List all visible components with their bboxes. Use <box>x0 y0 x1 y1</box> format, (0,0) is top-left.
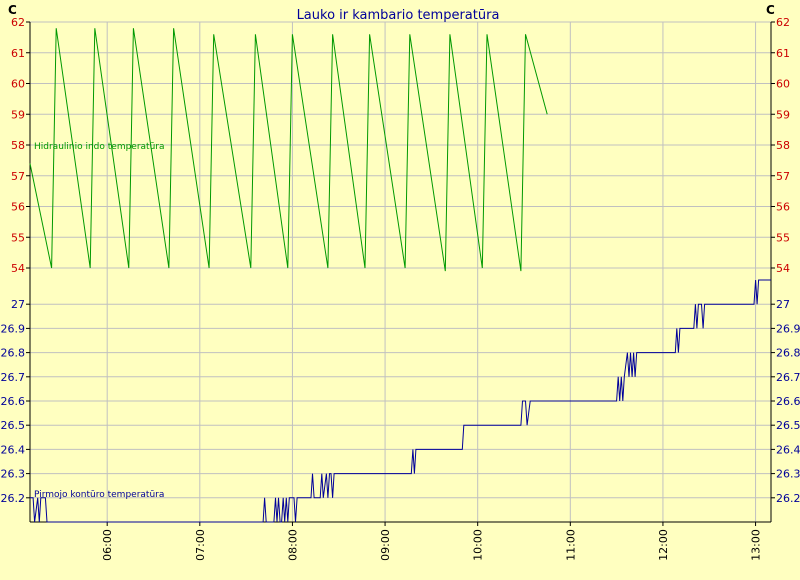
y-tick-label-left: 55 <box>11 231 25 244</box>
y-tick-label-right: 54 <box>776 262 790 275</box>
labels-layer: 06:00 07:00 08:00 09:00 10:00 11:00 12:00 13:00… <box>1 16 800 561</box>
x-tick-label: 07:00 <box>194 529 207 561</box>
upper-unit-right: C <box>766 3 775 17</box>
y-tick-label-right: 59 <box>776 108 790 121</box>
y-tick-label-right: 26.3 <box>776 468 800 481</box>
x-tick-label: 12:00 <box>657 529 670 561</box>
y-tick-label-left: 26.4 <box>1 443 26 456</box>
y-tick-label-right: 58 <box>776 139 790 152</box>
y-tick-label-right: 55 <box>776 231 790 244</box>
y-tick-label-left: 60 <box>11 78 25 91</box>
x-tick-label: 13:00 <box>750 529 763 561</box>
y-tick-label-right: 26.2 <box>776 492 800 505</box>
y-tick-label-left: 26.5 <box>1 419 26 432</box>
y-tick-label-left: 26.7 <box>1 371 26 384</box>
x-tick-label: 08:00 <box>286 529 299 561</box>
x-tick-label: 09:00 <box>379 529 392 561</box>
upper-series-label: Hidraulinio indo temperatūra <box>34 142 165 152</box>
y-tick-label-left: 26.8 <box>1 347 26 360</box>
y-tick-label-right: 26.6 <box>776 395 800 408</box>
x-tick-label: 11:00 <box>564 529 577 561</box>
x-tick-label: 06:00 <box>101 529 114 561</box>
y-tick-label-left: 54 <box>11 262 25 275</box>
y-tick-label-right: 61 <box>776 47 790 60</box>
y-tick-label-right: 26.7 <box>776 371 800 384</box>
y-tick-label-left: 59 <box>11 108 25 121</box>
lower-series-label: Pirmojo kontūro temperatūra <box>34 490 164 500</box>
y-tick-label-right: 27 <box>776 298 790 311</box>
y-tick-label-right: 56 <box>776 201 790 214</box>
y-tick-label-left: 58 <box>11 139 25 152</box>
y-tick-label-right: 60 <box>776 78 790 91</box>
y-tick-label-right: 26.4 <box>776 443 800 456</box>
y-tick-label-left: 26.9 <box>1 322 26 335</box>
y-tick-label-right: 62 <box>776 16 790 29</box>
upper-series-line <box>29 28 548 272</box>
y-tick-label-right: 57 <box>776 170 790 183</box>
series-layer <box>29 28 771 523</box>
y-tick-label-left: 56 <box>11 201 25 214</box>
y-tick-label-left: 57 <box>11 170 25 183</box>
y-tick-label-left: 62 <box>11 16 25 29</box>
y-tick-label-right: 26.8 <box>776 347 800 360</box>
y-tick-label-left: 61 <box>11 47 25 60</box>
y-tick-label-left: 26.6 <box>1 395 26 408</box>
y-tick-label-right: 26.5 <box>776 419 800 432</box>
y-tick-label-left: 26.3 <box>1 468 26 481</box>
y-tick-label-left: 27 <box>11 298 25 311</box>
chart-title: Lauko ir kambario temperatūra <box>297 8 500 23</box>
y-tick-label-left: 26.2 <box>1 492 26 505</box>
y-tick-label-right: 26.9 <box>776 322 800 335</box>
x-tick-label: 10:00 <box>472 529 485 561</box>
upper-unit-left: C <box>8 3 17 17</box>
lower-series-line <box>30 279 771 523</box>
